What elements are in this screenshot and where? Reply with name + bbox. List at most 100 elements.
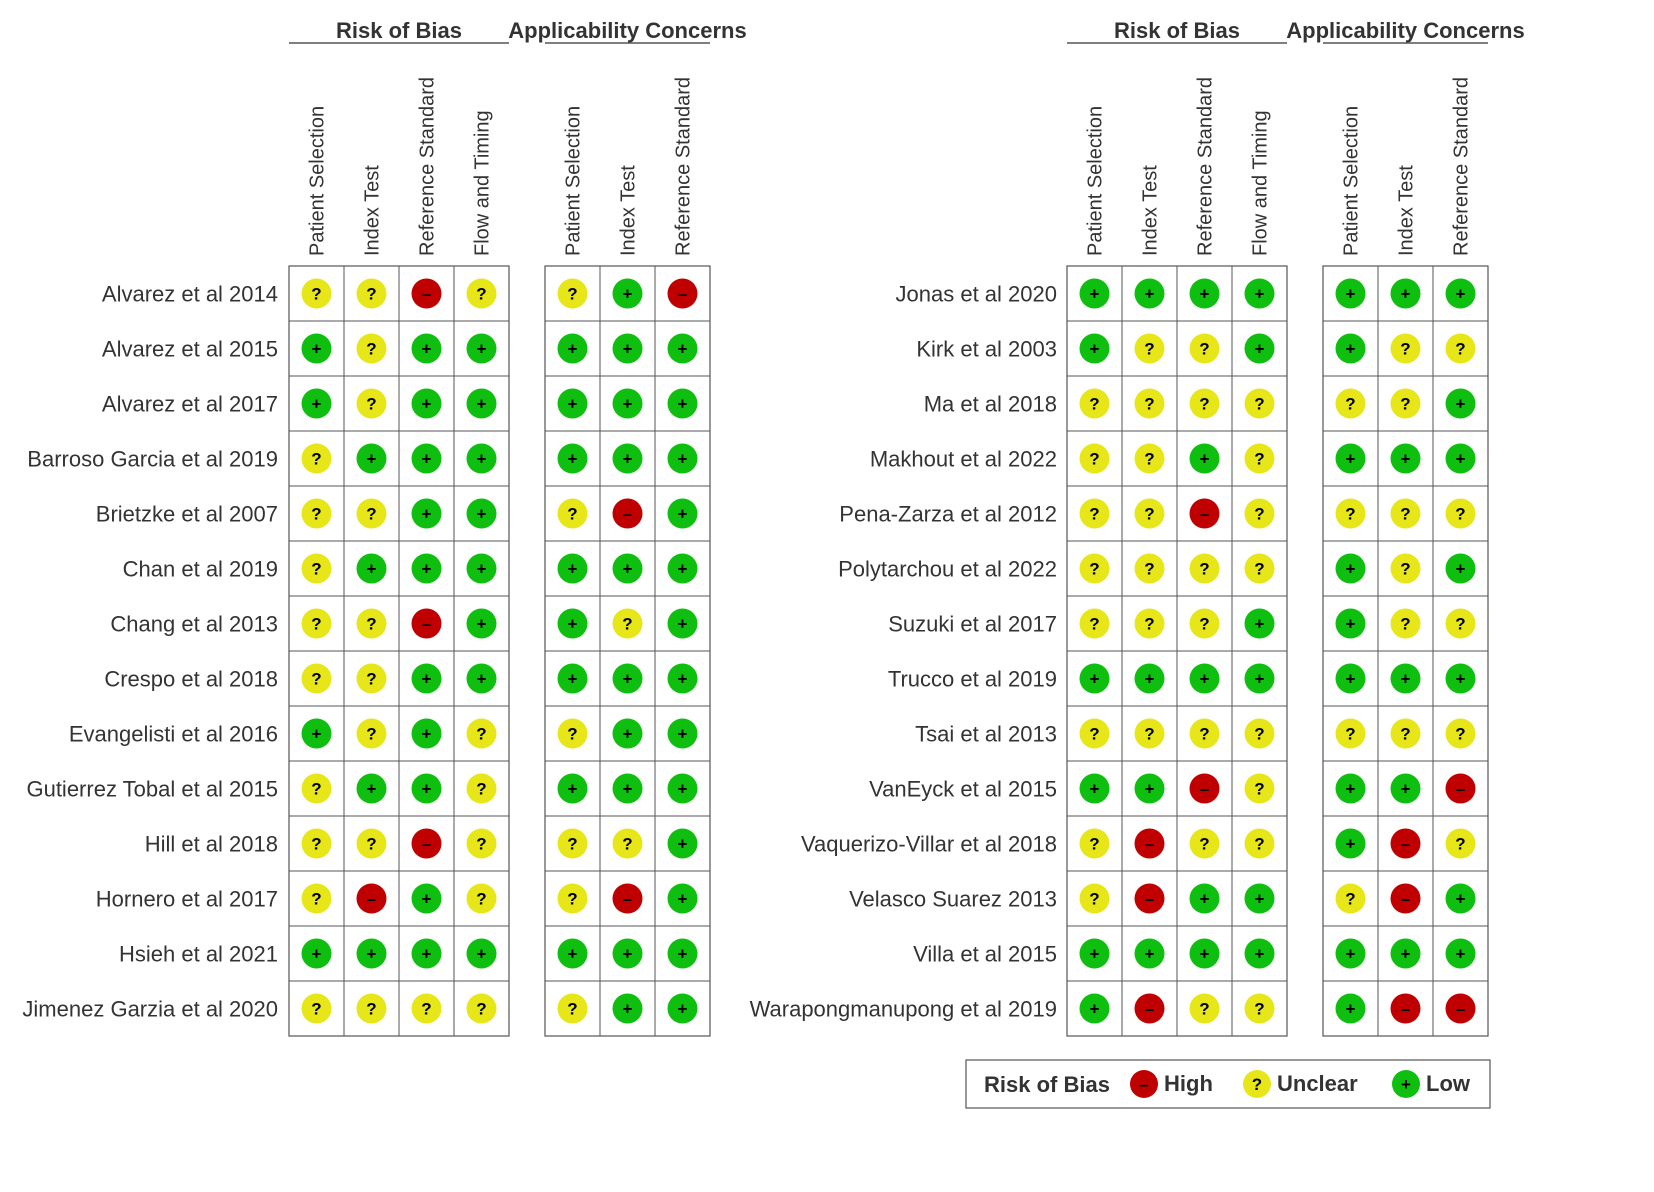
rating-symbol: + [1401, 670, 1411, 689]
rating-symbol: ? [366, 505, 376, 524]
rating-symbol: ? [1455, 835, 1465, 854]
rating-circle-unclear [356, 663, 387, 694]
rating-circle-low [667, 718, 698, 749]
study-label: Kirk et al 2003 [916, 337, 1057, 362]
rating-circle-low [667, 553, 698, 584]
rating-circle-low [557, 773, 588, 804]
rating-circle-high [411, 828, 442, 859]
rating-symbol: ? [1199, 1000, 1209, 1019]
rating-circle-low [557, 663, 588, 694]
rating-symbol: + [678, 395, 688, 414]
rating-circle-low [612, 443, 643, 474]
rating-symbol: ? [1254, 1000, 1264, 1019]
rating-circle-unclear [466, 993, 497, 1024]
group-title-bias: Risk of Bias [336, 18, 462, 43]
rating-circle-unclear [1445, 718, 1476, 749]
rating-symbol: ? [366, 395, 376, 414]
rating-circle-low [1189, 443, 1220, 474]
rating-symbol: ? [1400, 505, 1410, 524]
rating-symbol: – [422, 835, 431, 854]
rating-circle-low [1335, 553, 1366, 584]
rating-symbol: + [568, 670, 578, 689]
rating-symbol: + [623, 725, 633, 744]
rating-symbol: + [1090, 780, 1100, 799]
rating-symbol: ? [366, 285, 376, 304]
rating-circle-low [1445, 443, 1476, 474]
rating-symbol: + [1200, 890, 1210, 909]
rating-circle-low [557, 608, 588, 639]
rating-symbol: ? [1345, 725, 1355, 744]
rating-circle-low [1244, 333, 1275, 364]
legend-label-unclear: Unclear [1277, 1071, 1358, 1096]
rating-symbol: + [1401, 780, 1411, 799]
rating-circle-unclear [356, 608, 387, 639]
rating-circle-unclear [1079, 718, 1110, 749]
study-label: Alvarez et al 2014 [102, 282, 278, 307]
rating-symbol: ? [366, 725, 376, 744]
rating-circle-unclear [1134, 498, 1165, 529]
rating-circle-unclear [1390, 388, 1421, 419]
rating-circle-low [667, 443, 698, 474]
rating-circle-low [411, 938, 442, 969]
rating-symbol: ? [567, 1000, 577, 1019]
column-label-applicability: Index Test [618, 165, 640, 256]
rating-circle-low [411, 883, 442, 914]
study-label: Gutierrez Tobal et al 2015 [26, 777, 278, 802]
rating-symbol: + [678, 505, 688, 524]
rating-circle-low [1445, 663, 1476, 694]
rating-circle-unclear [1335, 718, 1366, 749]
rating-circle-unclear [1244, 553, 1275, 584]
rating-circle-unclear [301, 553, 332, 584]
rating-circle-low [1445, 938, 1476, 969]
rating-circle-low [1445, 388, 1476, 419]
rating-circle-unclear [466, 883, 497, 914]
rating-circle-unclear [411, 993, 442, 1024]
rating-circle-unclear [557, 498, 588, 529]
rating-symbol: + [1346, 835, 1356, 854]
rating-circle-low [612, 773, 643, 804]
study-label: Brietzke et al 2007 [96, 502, 278, 527]
rating-symbol: + [422, 395, 432, 414]
rating-circle-low [1390, 938, 1421, 969]
rating-circle-low [1335, 828, 1366, 859]
rating-symbol: ? [311, 450, 321, 469]
rating-symbol: + [1090, 285, 1100, 304]
rating-circle-high [1134, 828, 1165, 859]
rating-symbol: – [1456, 1000, 1465, 1019]
rating-symbol: + [623, 670, 633, 689]
rating-circle-low [1189, 278, 1220, 309]
rating-symbol: + [1255, 945, 1265, 964]
rating-symbol: + [1200, 670, 1210, 689]
rating-symbol: + [312, 395, 322, 414]
rating-symbol: ? [1199, 835, 1209, 854]
rating-circle-low [557, 938, 588, 969]
study-label: Vaquerizo-Villar et al 2018 [801, 832, 1057, 857]
rating-symbol: ? [476, 1000, 486, 1019]
rating-circle-low [667, 828, 698, 859]
rating-circle-unclear [557, 278, 588, 309]
rating-circle-unclear [356, 498, 387, 529]
rating-symbol: ? [1144, 560, 1154, 579]
rating-symbol: + [422, 560, 432, 579]
rating-circle-unclear [1079, 553, 1110, 584]
rating-symbol: + [1255, 340, 1265, 359]
rating-circle-unclear [466, 718, 497, 749]
rating-circle-low [466, 443, 497, 474]
column-label-bias: Patient Selection [307, 106, 329, 256]
rating-symbol: + [1145, 670, 1155, 689]
rating-circle-low [1079, 663, 1110, 694]
rating-symbol: + [678, 450, 688, 469]
rating-symbol: ? [1199, 615, 1209, 634]
rating-circle-low [612, 663, 643, 694]
rating-symbol: + [1456, 890, 1466, 909]
rating-symbol: ? [1254, 560, 1264, 579]
rating-symbol: – [623, 505, 632, 524]
rating-circle-unclear [1189, 828, 1220, 859]
rating-symbol: ? [1144, 395, 1154, 414]
study-label: Alvarez et al 2017 [102, 392, 278, 417]
rating-symbol: + [1346, 1000, 1356, 1019]
rating-symbol: ? [1144, 450, 1154, 469]
rating-symbol: ? [1345, 505, 1355, 524]
rating-symbol: + [568, 395, 578, 414]
